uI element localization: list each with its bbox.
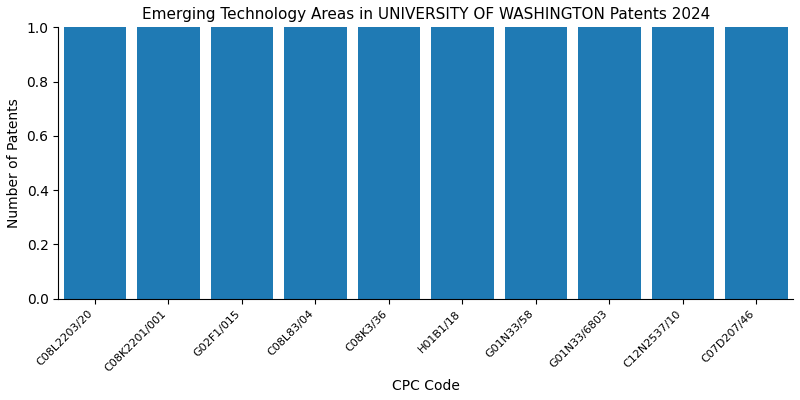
Bar — [505, 27, 567, 299]
Bar — [358, 27, 420, 299]
Bar — [284, 27, 346, 299]
Bar — [138, 27, 200, 299]
Title: Emerging Technology Areas in UNIVERSITY OF WASHINGTON Patents 2024: Emerging Technology Areas in UNIVERSITY … — [142, 7, 710, 22]
X-axis label: CPC Code: CPC Code — [392, 379, 459, 393]
Bar — [725, 27, 787, 299]
Bar — [652, 27, 714, 299]
Bar — [64, 27, 126, 299]
Bar — [210, 27, 273, 299]
Y-axis label: Number of Patents: Number of Patents — [7, 98, 21, 228]
Bar — [431, 27, 494, 299]
Bar — [578, 27, 641, 299]
